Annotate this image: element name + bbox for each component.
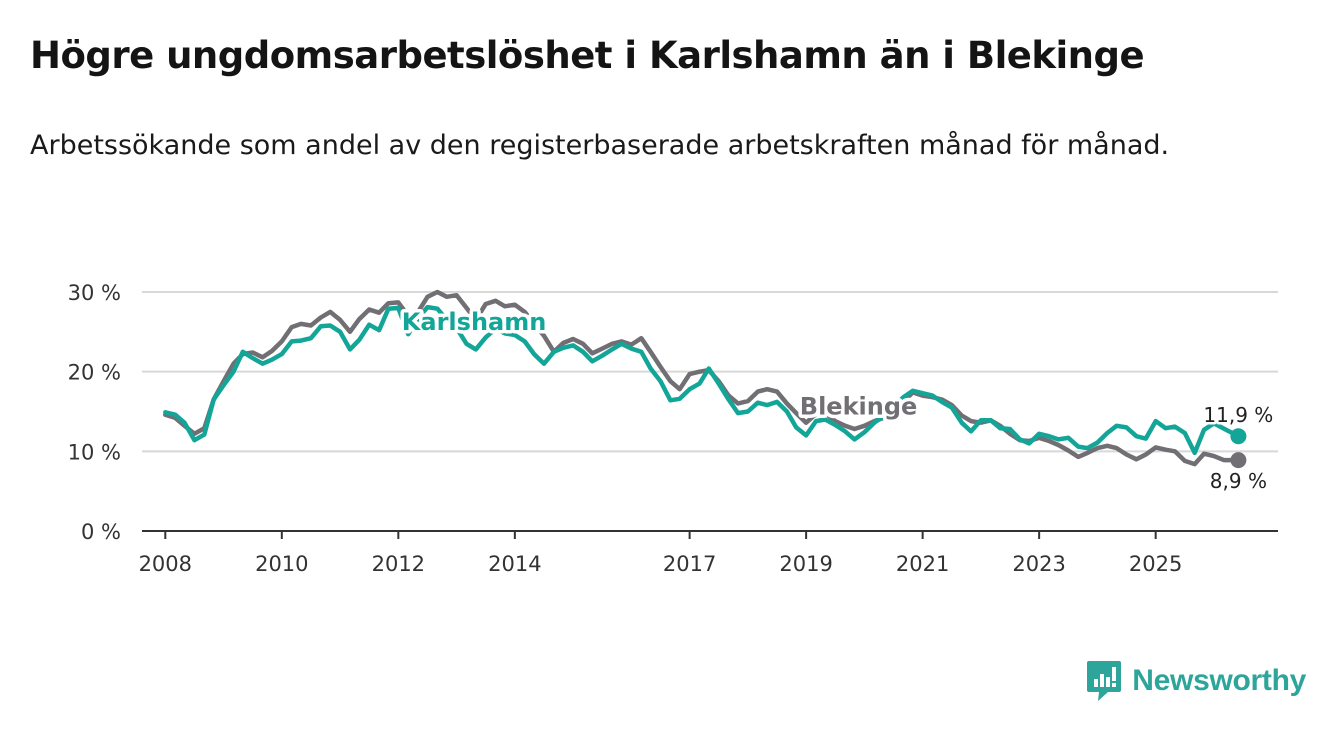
newsworthy-logo-text: Newsworthy [1132,664,1306,697]
x-tick-label: 2021 [896,552,949,576]
series-line-blekinge [163,289,1241,467]
chart-title: Högre ungdomsarbetslöshet i Karlshamn än… [30,34,1145,77]
x-tick-label: 2010 [255,552,308,576]
x-tick-label: 2025 [1129,552,1182,576]
series-label-blekinge: Blekinge [800,393,918,421]
newsworthy-logo-icon [1087,661,1122,701]
x-tick-label: 2017 [663,552,716,576]
y-tick-label: 0 % [81,520,121,544]
chart-subtitle: Arbetssökande som andel av den registerb… [30,130,1170,161]
end-value-label-karlshamn: 11,9 % [1203,403,1273,427]
x-tick-label: 2023 [1012,552,1065,576]
y-tick-label: 10 % [68,440,121,464]
series-lines [163,289,1247,469]
series-line-karlshamn [163,304,1241,456]
series-labels: Blekinge Karlshamn 8,9 % 11,9 % [398,305,1276,496]
end-value-label-blekinge: 8,9 % [1210,469,1267,493]
x-tick-label: 2019 [779,552,832,576]
end-point-blekinge [1230,452,1247,469]
y-tick-label: 20 % [68,361,121,385]
series-label-karlshamn: Karlshamn [402,308,547,336]
axes: 0 % 10 % 20 % 30 % 2008 2010 2012 2014 2017 2019 2… [68,281,1278,576]
x-tick-label: 2012 [372,552,425,576]
x-tick-label: 2008 [139,552,192,576]
y-tick-label: 30 % [68,281,121,305]
newsworthy-logo: Newsworthy [1086,659,1306,703]
end-point-karlshamn [1230,428,1247,445]
x-tick-label: 2014 [488,552,541,576]
